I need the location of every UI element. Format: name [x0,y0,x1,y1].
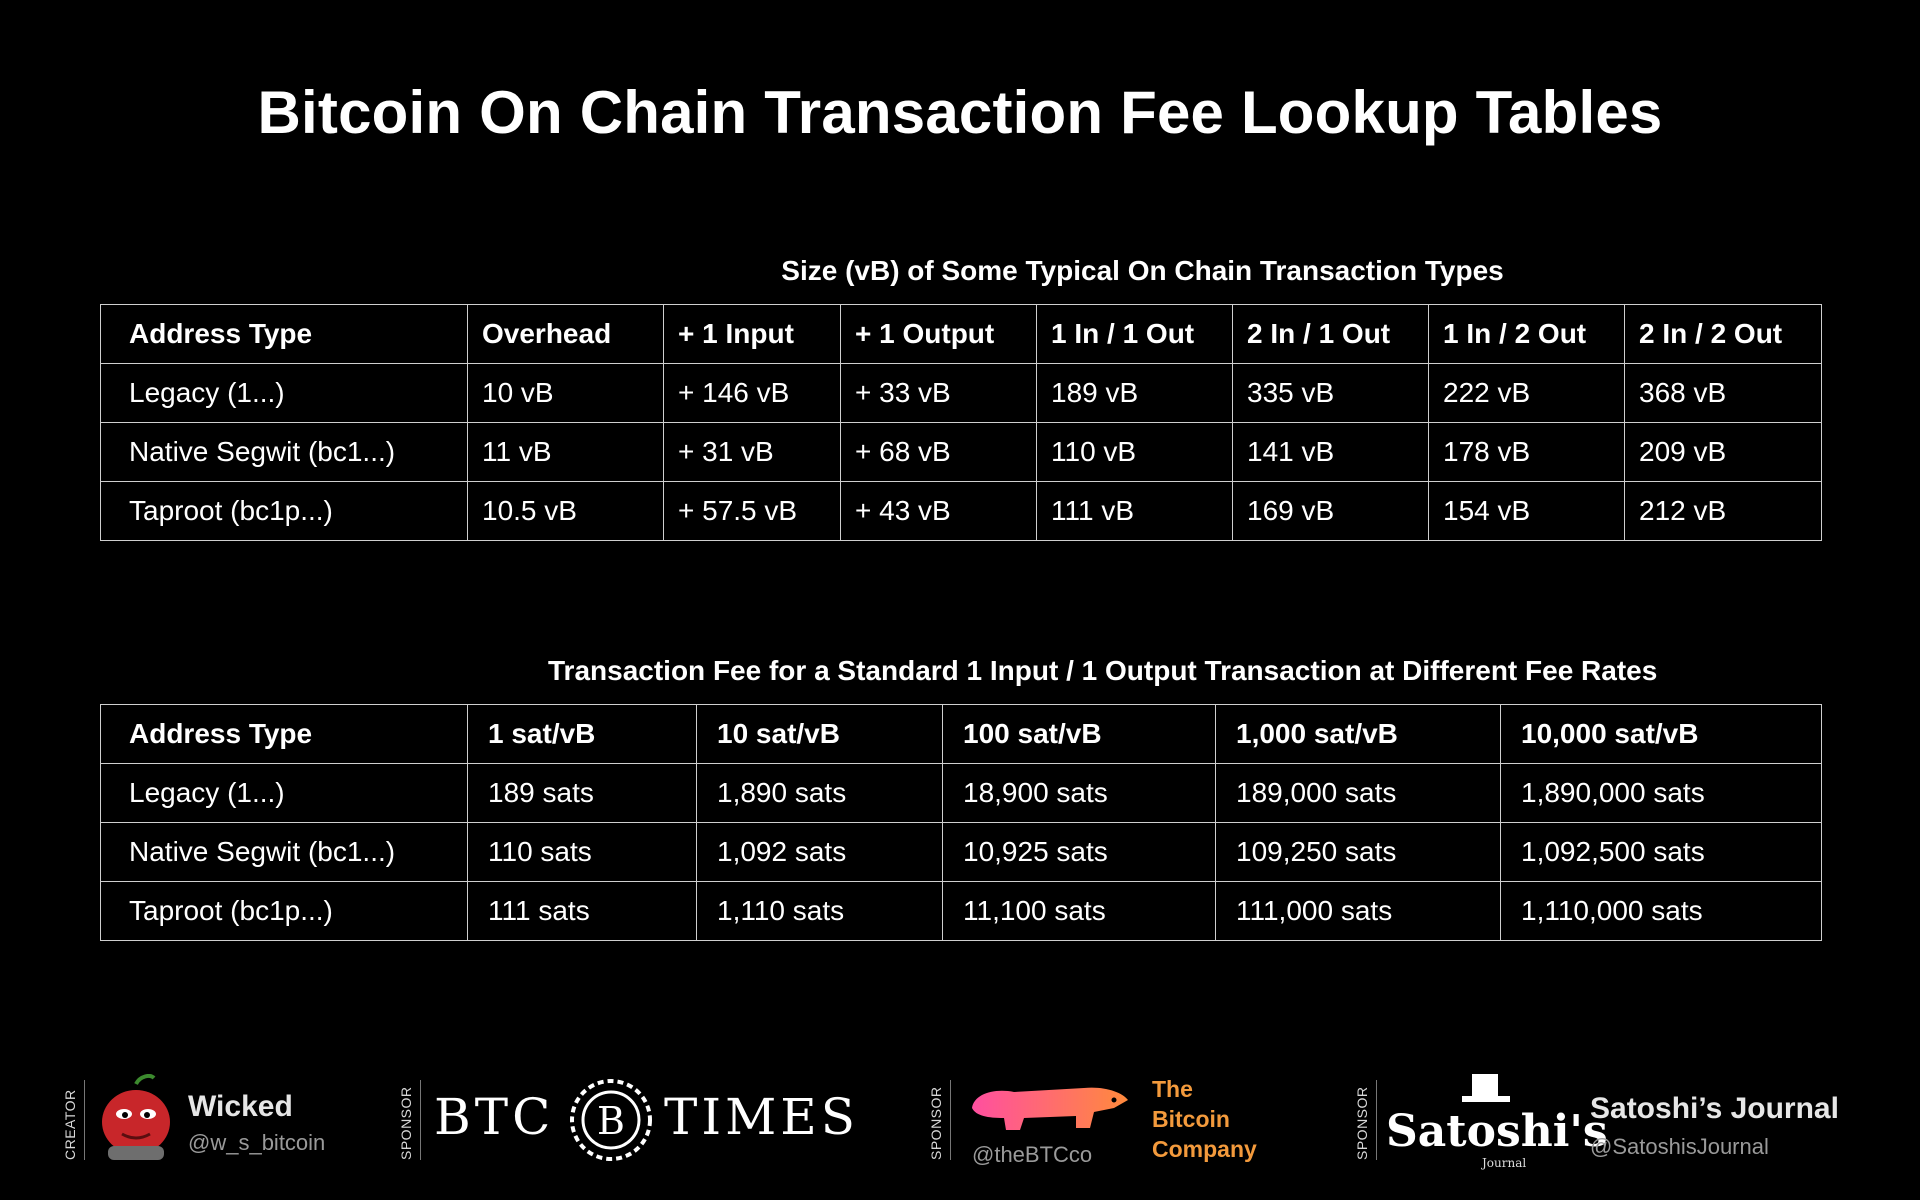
table-cell: Legacy (1...) [100,763,468,823]
table-header-row: Address Type 1 sat/vB 10 sat/vB 100 sat/… [100,704,1822,764]
table-cell: 111,000 sats [1215,881,1501,941]
table-cell: + 31 vB [663,422,841,482]
table-header-row: Address Type Overhead + 1 Input + 1 Outp… [100,304,1822,364]
column-header: Overhead [467,304,664,364]
table-cell: + 57.5 vB [663,481,841,541]
table-cell: + 43 vB [840,481,1037,541]
column-header: 1 sat/vB [467,704,697,764]
table-cell: + 68 vB [840,422,1037,482]
divider [950,1080,951,1160]
table-cell: 368 vB [1624,363,1822,423]
size-table-caption: Size (vB) of Some Typical On Chain Trans… [781,255,1504,286]
satoshi-journal-name: Satoshi’s Journal [1590,1092,1839,1125]
table-cell: 111 sats [467,881,697,941]
creator-name: Wicked [188,1090,293,1123]
table-cell: 1,890 sats [696,763,943,823]
table-cell: 1,110 sats [696,881,943,941]
table-cell: + 33 vB [840,363,1037,423]
table-cell: 110 sats [467,822,697,882]
size-table: Address Type Overhead + 1 Input + 1 Outp… [100,304,1822,541]
column-header: + 1 Input [663,304,841,364]
column-header: 10,000 sat/vB [1500,704,1822,764]
column-header: Address Type [100,304,468,364]
footer: CREATOR Wicked @w_s_bitcoin SPONSOR BTC … [0,1060,1920,1190]
company-name-line-1: The [1152,1076,1193,1102]
satoshi-logo-sub: Journal [1482,1156,1527,1170]
column-header: Address Type [100,704,468,764]
creator-label: CREATOR [62,1089,78,1160]
column-header: 1 In / 2 Out [1428,304,1625,364]
btc-times-logo-right: TIMES [664,1088,860,1146]
btc-co-handle: @theBTCco [972,1142,1093,1167]
satoshi-journal-handle: @SatoshisJournal [1590,1134,1769,1159]
company-name-line-3: Company [1152,1136,1257,1162]
table-cell: 189 sats [467,763,697,823]
fee-table-caption: Transaction Fee for a Standard 1 Input /… [548,655,1658,686]
sponsor-label: SPONSOR [398,1086,414,1160]
table-cell: 10,925 sats [942,822,1216,882]
sponsor-label: SPONSOR [1354,1086,1370,1160]
table-row: Taproot (bc1p...) 111 sats 1,110 sats 11… [100,881,1822,941]
table-cell: Legacy (1...) [100,363,468,423]
sponsor-label: SPONSOR [928,1086,944,1160]
table-cell: 18,900 sats [942,763,1216,823]
table-cell: 110 vB [1036,422,1233,482]
table-cell: 111 vB [1036,481,1233,541]
table-cell: 1,110,000 sats [1500,881,1822,941]
table-row: Legacy (1...) 189 sats 1,890 sats 18,900… [100,763,1822,823]
table-cell: 189,000 sats [1215,763,1501,823]
column-header: 2 In / 2 Out [1624,304,1822,364]
table-cell: Native Segwit (bc1...) [100,822,468,882]
table-cell: 1,092,500 sats [1500,822,1822,882]
table-cell: 109,250 sats [1215,822,1501,882]
table-cell: Taproot (bc1p...) [100,481,468,541]
table-cell: 209 vB [1624,422,1822,482]
creator-handle: @w_s_bitcoin [188,1130,326,1155]
column-header: + 1 Output [840,304,1037,364]
table-cell: 1,092 sats [696,822,943,882]
table-cell: 154 vB [1428,481,1625,541]
table-cell: 11 vB [467,422,664,482]
table-cell: 169 vB [1232,481,1429,541]
btc-times-logo-left: BTC [434,1088,555,1146]
table-cell: Native Segwit (bc1...) [100,422,468,482]
table-cell: 178 vB [1428,422,1625,482]
table-cell: Taproot (bc1p...) [100,881,468,941]
table-row: Legacy (1...) 10 vB + 146 vB + 33 vB 189… [100,363,1822,423]
divider [420,1080,421,1160]
honey-badger-logo-icon [972,1087,1128,1130]
divider [84,1080,85,1160]
column-header: 1,000 sat/vB [1215,704,1501,764]
table-row: Native Segwit (bc1...) 110 sats 1,092 sa… [100,822,1822,882]
table-cell: 1,890,000 sats [1500,763,1822,823]
btc-times-emblem-icon: B [570,1079,652,1161]
column-header: 1 In / 1 Out [1036,304,1233,364]
table-cell: 222 vB [1428,363,1625,423]
table-cell: 10.5 vB [467,481,664,541]
fee-table: Address Type 1 sat/vB 10 sat/vB 100 sat/… [100,704,1822,941]
wicked-apple-avatar-icon [102,1074,170,1160]
column-header: 10 sat/vB [696,704,943,764]
table-cell: 335 vB [1232,363,1429,423]
table-cell: 11,100 sats [942,881,1216,941]
satoshi-hat-icon [1462,1074,1510,1102]
table-row: Taproot (bc1p...) 10.5 vB + 57.5 vB + 43… [100,481,1822,541]
column-header: 2 In / 1 Out [1232,304,1429,364]
table-cell: 141 vB [1232,422,1429,482]
btc-times-emblem-letter: B [597,1099,625,1143]
table-cell: 10 vB [467,363,664,423]
table-cell: 212 vB [1624,481,1822,541]
table-cell: 189 vB [1036,363,1233,423]
column-header: 100 sat/vB [942,704,1216,764]
table-row: Native Segwit (bc1...) 11 vB + 31 vB + 6… [100,422,1822,482]
table-cell: + 146 vB [663,363,841,423]
page-title: Bitcoin On Chain Transaction Fee Lookup … [257,79,1663,146]
company-name-line-2: Bitcoin [1152,1106,1230,1132]
satoshi-logo-word: Satoshi's [1386,1106,1608,1157]
divider [1376,1080,1377,1160]
